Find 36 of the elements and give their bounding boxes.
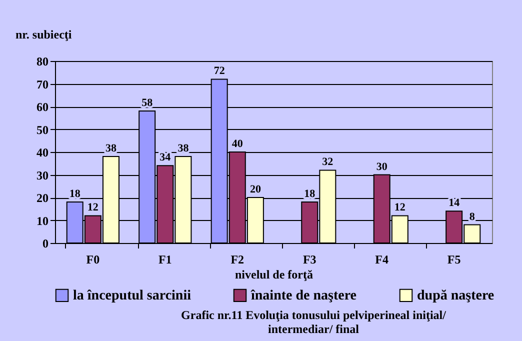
legend-label: la începutul sarcinii: [73, 288, 192, 304]
x-axis-title: nivelul de forţă: [235, 268, 313, 282]
legend-label: după naştere: [417, 288, 494, 304]
x-tick-label: F3: [302, 252, 316, 266]
y-tick-label: 10: [36, 214, 48, 228]
data-label: 38: [105, 142, 117, 155]
data-label: 18: [69, 188, 81, 200]
y-axis-title: nr. subiecţi: [16, 28, 72, 42]
data-label: 72: [214, 65, 226, 78]
text: Grafic nr.11 Evoluţia tonusului pelviperineal iniţial/ intermediar/ final: [181, 308, 447, 336]
y-tick-label: 80: [36, 54, 48, 68]
data-label: 40: [232, 138, 244, 150]
data-label: 8: [469, 210, 476, 223]
y-tick-label: 70: [36, 77, 48, 92]
data-label: 12: [87, 202, 99, 214]
data-label: 38: [178, 142, 190, 155]
data-label: 30: [376, 160, 388, 173]
y-tick-label: 50: [36, 122, 48, 137]
data-label: 20: [250, 184, 262, 196]
data-label: 14: [448, 197, 460, 210]
legend-label: înainte de naştere: [250, 288, 357, 304]
data-label: 12: [394, 202, 406, 214]
x-tick-label: F1: [158, 252, 172, 266]
y-tick-label: 0: [42, 236, 48, 250]
x-tick-label: F4: [375, 252, 389, 266]
x-tick-label: F0: [86, 252, 100, 266]
x-tick-label: F5: [447, 252, 461, 266]
data-label: 34: [160, 152, 172, 164]
data-label: 58: [142, 97, 154, 110]
data-label: 18: [304, 188, 316, 200]
y-tick-label: 30: [36, 168, 48, 182]
y-tick-label: 20: [36, 191, 48, 205]
y-tick-label: 40: [36, 146, 48, 160]
y-tick-label: 60: [36, 100, 48, 114]
data-label: 32: [322, 156, 334, 168]
x-tick-label: F2: [230, 252, 244, 266]
